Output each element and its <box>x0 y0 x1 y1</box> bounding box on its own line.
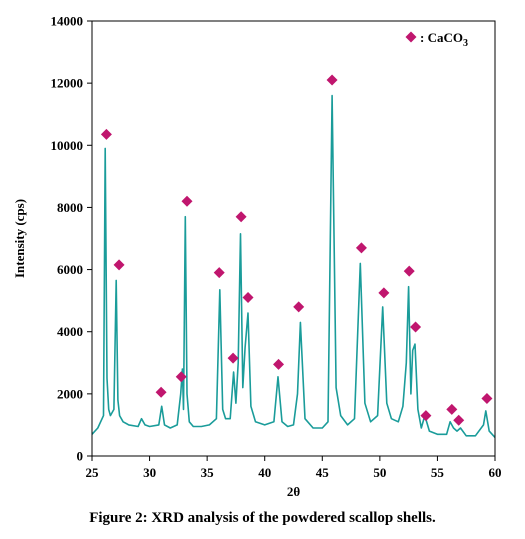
caco3-peak-marker <box>420 410 432 422</box>
caco3-peak-marker <box>100 128 112 140</box>
y-tick-label: 14000 <box>51 14 84 29</box>
x-tick-label: 60 <box>489 465 502 480</box>
caco3-peak-marker <box>175 371 187 383</box>
caco3-peak-marker <box>213 267 225 279</box>
y-tick-label: 8000 <box>57 200 83 215</box>
caco3-peak-marker <box>410 321 422 333</box>
caco3-peak-marker <box>181 195 193 207</box>
caco3-peak-marker <box>453 414 465 426</box>
caco3-peak-marker <box>446 403 458 415</box>
caco3-peak-marker <box>403 265 415 277</box>
x-tick-label: 40 <box>258 465 271 480</box>
caco3-peak-marker <box>481 393 493 405</box>
y-tick-label: 6000 <box>57 262 83 277</box>
legend-label: : CaCO3 <box>420 30 468 49</box>
figure-caption: Figure 2: XRD analysis of the powdered s… <box>89 510 436 526</box>
x-tick-label: 55 <box>431 465 445 480</box>
caco3-peak-marker <box>235 211 247 223</box>
x-tick-label: 45 <box>316 465 330 480</box>
legend-separator: : <box>420 30 428 45</box>
legend-compound: CaCO <box>428 30 463 45</box>
caco3-peak-marker <box>113 259 125 271</box>
y-tick-label: 2000 <box>57 386 83 401</box>
caco3-peak-marker <box>355 242 367 254</box>
y-axis-title: Intensity (cps) <box>12 199 27 278</box>
caco3-peak-marker <box>326 74 338 86</box>
caco3-peak-marker <box>273 358 285 370</box>
y-tick-label: 10000 <box>51 138 84 153</box>
caco3-peak-marker <box>378 287 390 299</box>
y-tick-label: 12000 <box>51 76 84 91</box>
y-tick-label: 4000 <box>57 324 83 339</box>
x-axis-title: 2θ <box>287 484 301 499</box>
legend: : CaCO3 <box>405 30 468 49</box>
caco3-peak-marker <box>227 352 239 364</box>
legend-subscript: 3 <box>463 38 468 49</box>
plot-area-frame <box>91 20 496 457</box>
xrd-intensity-line <box>91 94 496 438</box>
caco3-peak-marker <box>155 386 167 398</box>
x-tick-label: 25 <box>86 465 100 480</box>
caco3-peak-marker <box>242 292 254 304</box>
y-tick-label: 0 <box>77 449 84 464</box>
legend-diamond-marker <box>405 31 417 43</box>
xrd-chart: 25 30 35 40 45 50 55 60 0 2000 4000 6000 8000 10000 12… <box>12 14 502 500</box>
x-tick-label: 35 <box>201 465 215 480</box>
x-tick-label: 30 <box>143 465 156 480</box>
x-tick-label: 50 <box>373 465 386 480</box>
caco3-peak-marker <box>293 301 305 313</box>
